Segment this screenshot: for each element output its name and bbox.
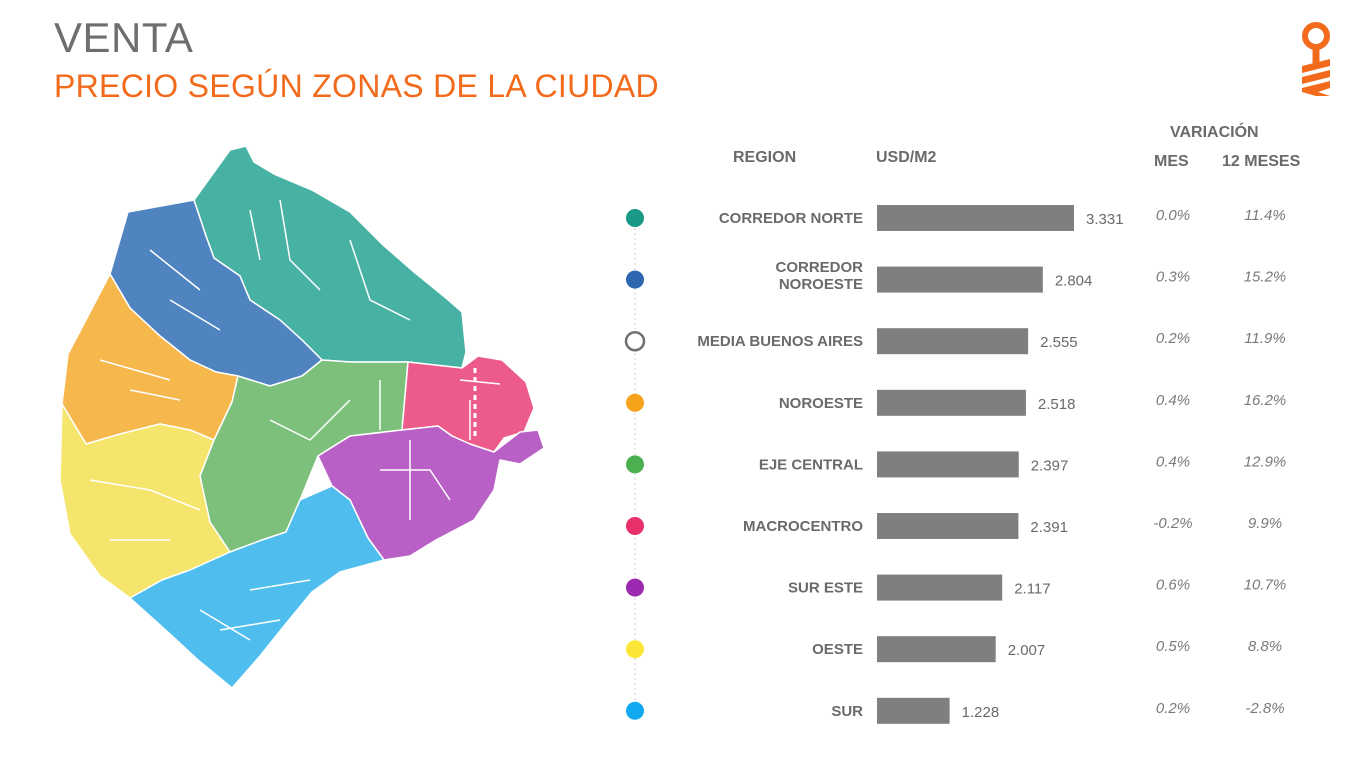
column-header-12-months: 12 MESES <box>1222 153 1301 170</box>
legend-dot <box>626 209 644 227</box>
region-label: OESTE <box>812 641 863 658</box>
variation-month-label: 0.4% <box>1156 392 1190 409</box>
legend-dot <box>626 393 644 412</box>
variation-12m-label: 12.9% <box>1244 453 1287 470</box>
price-bar-chart: CORREDOR NORTE 3.331 0.0% 11.4% CORREDOR NORO… <box>624 205 1287 724</box>
zone-eje-central <box>199 359 409 553</box>
column-header-variation: VARIACIÓN <box>1170 124 1259 141</box>
bar <box>877 451 1019 478</box>
page-title: VENTA <box>54 14 194 61</box>
legend-dot <box>626 578 644 597</box>
column-header-month: MES <box>1154 153 1189 170</box>
region-label: CORREDOR NOROESTE <box>775 259 863 293</box>
variation-12m-label: 16.2% <box>1244 392 1287 409</box>
value-label: 2.391 <box>1030 519 1068 536</box>
value-label: 2.555 <box>1040 334 1078 351</box>
variation-month-label: 0.2% <box>1156 330 1190 347</box>
variation-month-label: 0.6% <box>1156 577 1190 594</box>
legend-dot <box>624 330 646 352</box>
bar <box>877 513 1019 539</box>
bar <box>877 697 950 724</box>
bar <box>877 205 1074 231</box>
variation-12m-label: 11.9% <box>1244 330 1285 347</box>
value-label: 1.228 <box>962 704 1000 721</box>
page-subtitle: PRECIO SEGÚN ZONAS DE LA CIUDAD <box>54 68 659 104</box>
region-label: SUR <box>831 703 863 720</box>
region-label: CORREDOR NORTE <box>719 210 863 227</box>
region-label: EJE CENTRAL <box>759 456 863 473</box>
variation-month-label: 0.4% <box>1156 453 1190 470</box>
region-label: MACROCENTRO <box>743 518 863 535</box>
variation-month-label: 0.3% <box>1156 269 1190 286</box>
column-header-region: REGION <box>733 149 797 166</box>
column-header-price: USD/M2 <box>876 149 937 166</box>
bar <box>877 574 1003 601</box>
bar <box>877 389 1026 416</box>
variation-12m-label: 10.7% <box>1244 577 1287 594</box>
variation-12m-label: 15.2% <box>1244 269 1287 286</box>
legend-dot <box>626 455 644 474</box>
bar <box>877 636 996 663</box>
variation-12m-label: 11.4% <box>1244 207 1285 224</box>
variation-12m-label: -2.8% <box>1245 700 1284 717</box>
value-label: 2.518 <box>1038 396 1076 413</box>
value-label: 2.117 <box>1014 581 1050 598</box>
bar <box>877 266 1043 293</box>
region-label: SUR ESTE <box>788 580 863 597</box>
legend-dot <box>626 517 644 535</box>
value-label: 2.007 <box>1008 642 1046 659</box>
legend-dot <box>626 640 644 659</box>
variation-month-label: 0.2% <box>1156 700 1190 717</box>
value-label: 2.397 <box>1031 457 1069 474</box>
variation-month-label: -0.2% <box>1153 515 1192 532</box>
region-label: MEDIA BUENOS AIRES <box>697 333 863 350</box>
legend-dot <box>626 270 644 289</box>
variation-12m-label: 9.9% <box>1248 515 1282 532</box>
region-label: NOROESTE <box>779 395 863 412</box>
variation-12m-label: 8.8% <box>1248 638 1282 655</box>
zone-sur <box>129 485 385 689</box>
key-logo-icon <box>1302 22 1330 96</box>
city-zones-map <box>59 145 545 689</box>
legend-dot <box>626 701 644 720</box>
bar <box>877 328 1029 355</box>
value-label: 2.804 <box>1055 273 1093 290</box>
variation-month-label: 0.5% <box>1156 638 1190 655</box>
value-label: 3.331 <box>1086 211 1124 228</box>
variation-month-label: 0.0% <box>1156 207 1190 224</box>
